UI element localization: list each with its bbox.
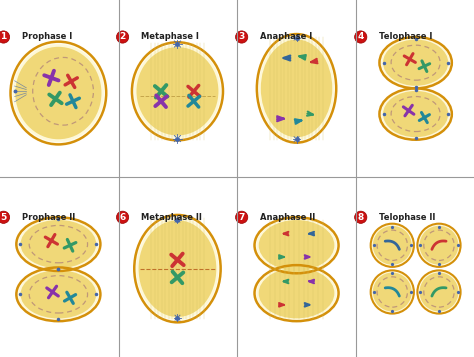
Text: Telophase II: Telophase II: [379, 213, 436, 222]
Ellipse shape: [259, 268, 334, 318]
Text: Anaphase II: Anaphase II: [260, 213, 316, 222]
Ellipse shape: [371, 270, 414, 313]
Ellipse shape: [419, 271, 459, 312]
Ellipse shape: [256, 219, 337, 272]
Ellipse shape: [379, 89, 452, 140]
Ellipse shape: [379, 37, 452, 89]
Text: 8: 8: [357, 213, 364, 222]
Ellipse shape: [373, 226, 412, 265]
Ellipse shape: [257, 34, 336, 143]
Ellipse shape: [259, 37, 334, 140]
Text: Metaphase II: Metaphase II: [141, 213, 202, 222]
Ellipse shape: [13, 44, 104, 142]
Ellipse shape: [383, 91, 448, 137]
Ellipse shape: [259, 220, 334, 271]
Ellipse shape: [419, 225, 459, 266]
Ellipse shape: [20, 270, 96, 318]
Ellipse shape: [372, 271, 413, 312]
Ellipse shape: [383, 40, 448, 86]
Text: 1: 1: [0, 32, 7, 41]
Ellipse shape: [18, 218, 98, 270]
Ellipse shape: [381, 90, 450, 139]
Text: 3: 3: [238, 32, 245, 41]
Ellipse shape: [373, 272, 412, 311]
Ellipse shape: [381, 38, 450, 87]
Ellipse shape: [18, 269, 98, 320]
Ellipse shape: [20, 220, 96, 268]
Ellipse shape: [134, 215, 221, 322]
Ellipse shape: [418, 224, 461, 267]
Ellipse shape: [16, 267, 100, 321]
Ellipse shape: [255, 265, 338, 321]
Text: Prophase II: Prophase II: [22, 213, 75, 222]
Ellipse shape: [256, 267, 337, 320]
Text: Telophase I: Telophase I: [379, 32, 433, 41]
Ellipse shape: [372, 225, 413, 266]
Ellipse shape: [15, 47, 101, 139]
Ellipse shape: [137, 218, 219, 320]
Ellipse shape: [134, 45, 221, 138]
Ellipse shape: [16, 217, 100, 271]
Ellipse shape: [255, 217, 338, 273]
Ellipse shape: [138, 220, 216, 317]
Ellipse shape: [419, 226, 458, 265]
Text: 2: 2: [119, 32, 126, 41]
Ellipse shape: [261, 40, 332, 137]
Text: Metaphase I: Metaphase I: [141, 32, 199, 41]
Ellipse shape: [419, 272, 458, 311]
Ellipse shape: [371, 224, 414, 267]
Ellipse shape: [10, 42, 106, 144]
Text: 7: 7: [238, 213, 245, 222]
Ellipse shape: [418, 270, 461, 313]
Ellipse shape: [132, 42, 223, 140]
Text: 5: 5: [0, 213, 7, 222]
Text: Anaphase I: Anaphase I: [260, 32, 312, 41]
Text: Prophase I: Prophase I: [22, 32, 73, 41]
Text: 4: 4: [357, 32, 364, 41]
Text: 6: 6: [119, 213, 126, 222]
Ellipse shape: [137, 47, 219, 135]
